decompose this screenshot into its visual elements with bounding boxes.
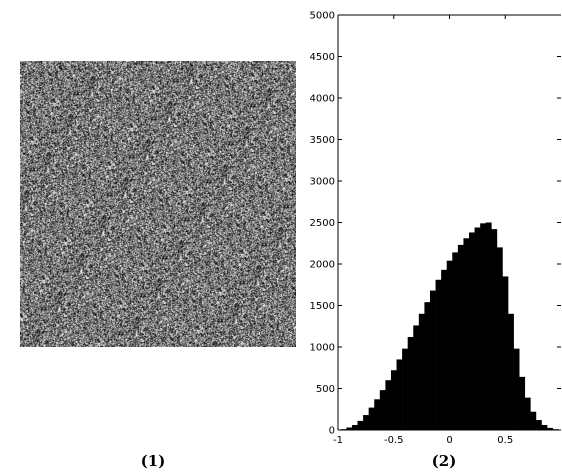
x-tick-label: 0 — [446, 435, 452, 446]
y-tick-label: 1500 — [310, 301, 335, 312]
histogram-bars — [340, 222, 559, 430]
histogram-bar — [429, 290, 436, 430]
histogram-bar — [357, 420, 364, 430]
histogram-bar — [530, 411, 537, 430]
histogram-bar — [524, 397, 531, 430]
y-tick-label: 4500 — [310, 52, 335, 63]
y-tick-label: 0 — [329, 426, 335, 437]
histogram-bar — [435, 279, 442, 430]
histogram-bar — [480, 223, 487, 430]
histogram-bar — [519, 376, 526, 430]
y-tick-label: 4000 — [310, 94, 335, 105]
histogram-bar — [379, 390, 386, 430]
y-tick-label: 1000 — [310, 343, 335, 354]
x-axis-ticks: -1 -0.5 0 0.5 — [333, 15, 513, 446]
histogram-bar — [496, 247, 503, 430]
y-tick-label: 2500 — [310, 218, 335, 229]
histogram-bar — [502, 276, 509, 430]
histogram-bar — [513, 348, 520, 430]
histogram-bar — [474, 227, 481, 430]
x-tick-label: -0.5 — [384, 435, 404, 446]
y-tick-label: 3000 — [310, 177, 335, 188]
histogram-bar — [491, 229, 498, 430]
histogram-bar — [390, 370, 397, 430]
y-tick-label: 2000 — [310, 260, 335, 271]
histogram-bar — [469, 232, 475, 430]
y-tick-label: 5000 — [310, 11, 335, 22]
x-tick-label: -1 — [333, 435, 343, 446]
histogram-bar — [441, 269, 448, 430]
y-tick-label: 3500 — [310, 135, 335, 146]
histogram-bar — [424, 302, 431, 430]
histogram-bar — [351, 425, 358, 430]
histogram-bar — [402, 348, 408, 430]
histogram-bar — [446, 260, 453, 430]
histogram-bar — [463, 238, 470, 430]
histogram-bar — [413, 325, 420, 430]
histogram-bar — [547, 427, 553, 430]
panel-1-caption: (1) — [140, 452, 166, 470]
histogram-bar — [368, 407, 375, 430]
histogram-bar — [452, 252, 459, 430]
panel-2-caption: (2) — [431, 452, 457, 470]
histogram-bar — [346, 427, 353, 430]
histogram-bar — [508, 313, 514, 430]
histogram-bar — [418, 313, 425, 430]
histogram-bar — [396, 359, 403, 430]
histogram-bar — [407, 337, 414, 430]
histogram-bar — [485, 222, 492, 430]
histogram-bar — [374, 399, 381, 430]
histogram-bar — [363, 415, 369, 430]
x-tick-label: 0.5 — [497, 435, 513, 446]
noise-image-panel — [20, 61, 296, 347]
noise-image — [20, 61, 296, 347]
histogram-bar — [457, 244, 464, 430]
y-axis-ticks: 0 500 1000 1500 2000 2500 3000 3500 4000 4500 5000 — [310, 11, 561, 437]
y-tick-label: 500 — [316, 384, 335, 395]
histogram-bar — [385, 380, 392, 430]
histogram-bar — [535, 420, 542, 430]
histogram-bar — [541, 425, 548, 430]
